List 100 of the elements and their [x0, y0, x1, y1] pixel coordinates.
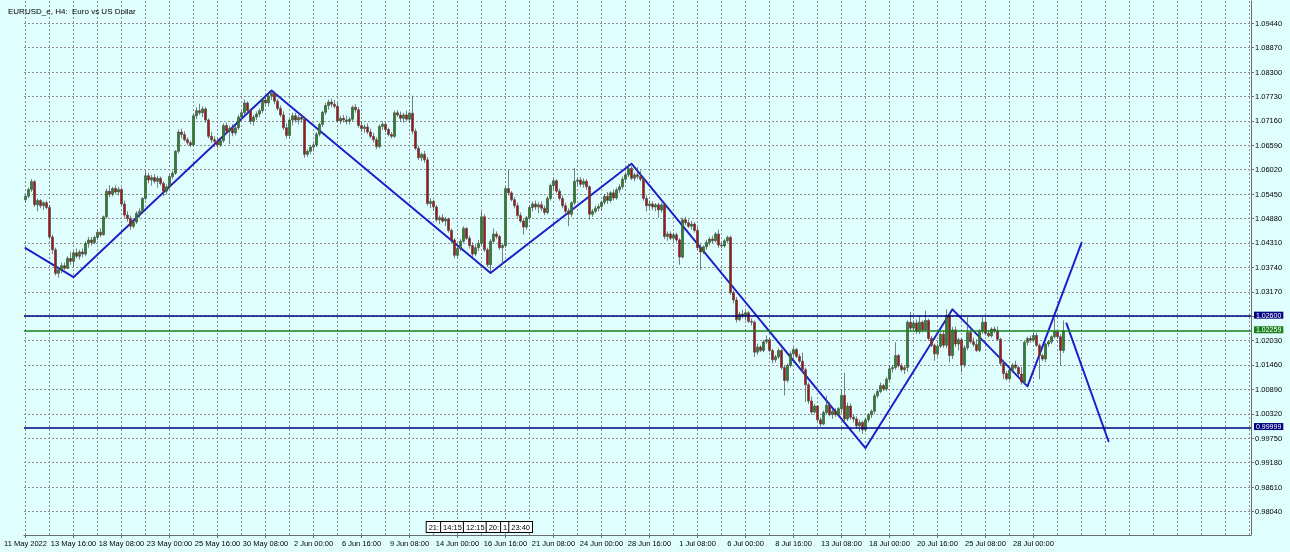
candlestick [399, 111, 402, 122]
candlestick [879, 382, 882, 394]
candlestick [1023, 340, 1026, 386]
candlestick [621, 176, 624, 190]
candlestick [669, 231, 672, 241]
candlestick [363, 123, 366, 134]
candlestick [657, 202, 660, 219]
candlestick [111, 186, 114, 197]
candlestick [795, 347, 798, 359]
candlestick [534, 200, 537, 211]
candlestick [294, 112, 297, 123]
candlestick [849, 403, 852, 421]
candlestick [405, 110, 408, 122]
candlestick [345, 115, 348, 125]
candlestick [84, 240, 87, 257]
candlestick [384, 122, 387, 133]
candlestick [855, 416, 858, 429]
candlestick [162, 180, 165, 197]
candlestick [156, 175, 159, 189]
candlestick [135, 210, 138, 225]
candlestick [330, 98, 333, 108]
candlestick [153, 173, 156, 184]
line-series [24, 89, 1083, 450]
candlestick [615, 187, 618, 201]
candlestick [1044, 342, 1047, 363]
candlestick [66, 255, 69, 270]
candlestick [60, 262, 63, 274]
candlestick [309, 144, 312, 155]
candlestick [96, 229, 99, 241]
candlestick [288, 117, 291, 138]
candlestick [843, 372, 846, 423]
candlestick [402, 112, 405, 123]
candlestick [222, 123, 225, 144]
candlestick [759, 344, 762, 353]
candlestick [114, 185, 117, 195]
candlestick [42, 201, 45, 211]
candlestick [672, 232, 675, 242]
candlestick [303, 116, 306, 159]
candlestick [540, 201, 543, 212]
candlestick [78, 249, 81, 260]
candlestick [582, 177, 585, 189]
candlestick [378, 123, 381, 149]
candlestick [609, 190, 612, 204]
candlestick [594, 205, 597, 214]
candlestick [198, 103, 201, 116]
candlestick [129, 215, 132, 231]
candlestick [474, 243, 477, 257]
candlestick [33, 179, 36, 208]
candlestick [717, 229, 720, 249]
candlestick [723, 238, 726, 249]
candlestick [39, 198, 42, 209]
candlestick [1032, 332, 1035, 343]
candlestick [90, 236, 93, 246]
candlestick [213, 135, 216, 148]
candlestick [357, 106, 360, 129]
candlestick [216, 137, 219, 149]
candlestick [267, 93, 270, 107]
candlestick [636, 166, 639, 180]
candlestick [606, 191, 609, 205]
candlestick [441, 213, 444, 224]
candlestick [393, 110, 396, 139]
candlestick [435, 204, 438, 223]
candlestick [630, 165, 633, 181]
candlestick [612, 189, 615, 201]
candlestick [237, 114, 240, 131]
candlestick [366, 123, 369, 135]
candlestick [960, 338, 963, 373]
candlestick [603, 193, 606, 206]
candlestick [651, 201, 654, 211]
candlestick [261, 98, 264, 114]
candlestick [228, 125, 231, 145]
candlestick [663, 203, 666, 240]
candlestick [72, 250, 75, 268]
candlestick [873, 392, 876, 415]
candlestick [387, 127, 390, 137]
candlestick [150, 174, 153, 186]
candlestick [705, 239, 708, 251]
candlestick [711, 235, 714, 244]
candlestick [834, 407, 837, 418]
candlestick [762, 339, 765, 353]
candlestick [297, 114, 300, 125]
candlestick [858, 419, 861, 433]
candlestick [687, 219, 690, 229]
candlestick [1029, 335, 1032, 344]
candlestick [342, 114, 345, 123]
text: EURUSD_e, H4: Euro vs US Dollar [8, 6, 136, 16]
candlestick [69, 251, 72, 266]
candlestick [690, 220, 693, 231]
candlestick [327, 99, 330, 111]
candlestick [753, 320, 756, 358]
candlestick [816, 404, 819, 423]
candlestick [183, 130, 186, 142]
candlestick [948, 312, 951, 363]
candlestick [894, 341, 897, 371]
candlestick [336, 102, 339, 123]
candlestick [351, 105, 354, 122]
candlestick [579, 176, 582, 188]
candlestick [597, 203, 600, 212]
candlestick [537, 201, 540, 214]
candlestick [708, 236, 711, 246]
